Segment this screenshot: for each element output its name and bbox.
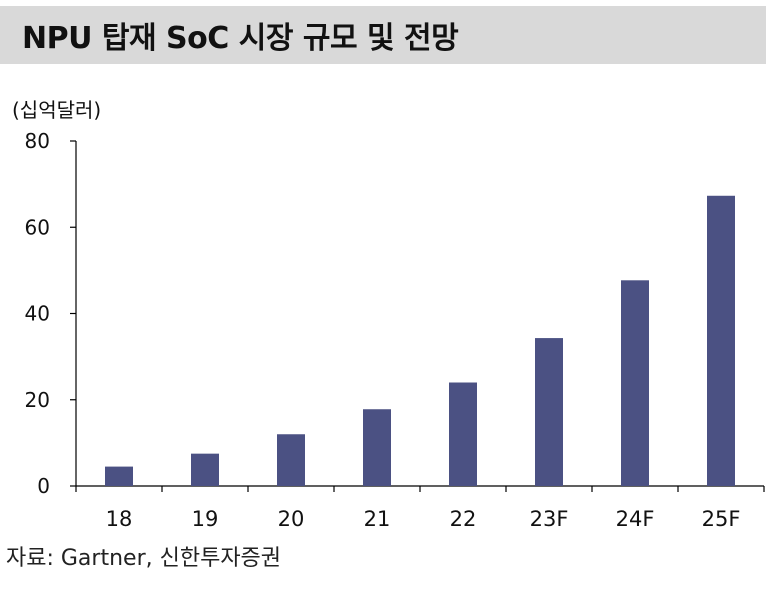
bar: [621, 280, 649, 486]
bar: [105, 466, 133, 486]
x-tick-label: 24F: [616, 507, 655, 531]
y-tick-label: 0: [37, 474, 50, 498]
bar: [277, 434, 305, 486]
y-axis-unit-label: (십억달러): [12, 98, 102, 122]
x-tick-label: 20: [278, 507, 305, 531]
x-tick-label: 23F: [530, 507, 569, 531]
x-tick-label: 25F: [702, 507, 741, 531]
bar-chart: 0 20 40 60 80 18 19 20 21 22 23F 24F 25F: [25, 129, 765, 531]
title-bar: NPU 탑재 SoC 시장 규모 및 전망: [0, 6, 766, 64]
y-tick-label: 80: [25, 129, 50, 153]
chart-title: NPU 탑재 SoC 시장 규모 및 전망: [22, 21, 459, 56]
bar: [449, 382, 477, 486]
x-tick-label: 19: [192, 507, 219, 531]
bar: [535, 338, 563, 486]
bar: [363, 409, 391, 486]
x-tick-label: 18: [106, 507, 133, 531]
y-tick-label: 20: [25, 388, 50, 412]
source-note: 자료: Gartner, 신한투자증권: [6, 546, 282, 571]
y-tick-label: 40: [25, 302, 50, 326]
bar: [707, 195, 735, 487]
x-tick-label: 21: [364, 507, 391, 531]
x-tick-label: 22: [450, 507, 477, 531]
bar: [191, 453, 219, 486]
y-tick-label: 60: [25, 215, 50, 239]
